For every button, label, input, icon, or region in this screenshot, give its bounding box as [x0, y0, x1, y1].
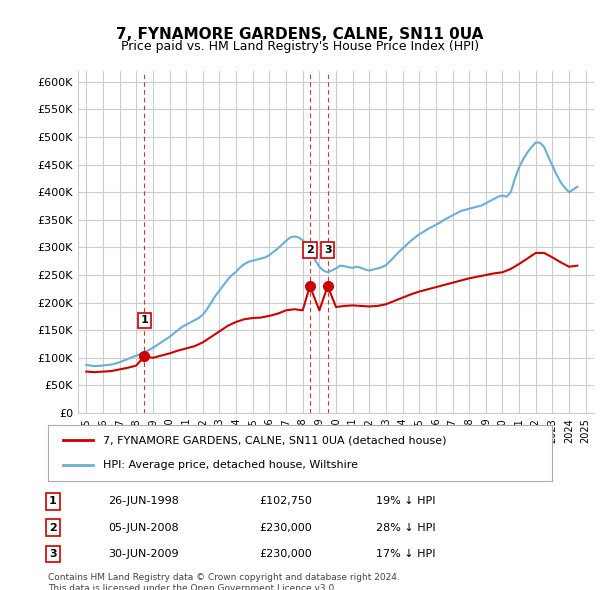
Text: 2: 2	[49, 523, 57, 533]
Text: Price paid vs. HM Land Registry's House Price Index (HPI): Price paid vs. HM Land Registry's House …	[121, 40, 479, 53]
Text: 7, FYNAMORE GARDENS, CALNE, SN11 0UA (detached house): 7, FYNAMORE GARDENS, CALNE, SN11 0UA (de…	[103, 435, 447, 445]
Text: Contains HM Land Registry data © Crown copyright and database right 2024.
This d: Contains HM Land Registry data © Crown c…	[48, 573, 400, 590]
Text: 05-JUN-2008: 05-JUN-2008	[109, 523, 179, 533]
Text: 2: 2	[306, 245, 314, 255]
Text: 17% ↓ HPI: 17% ↓ HPI	[376, 549, 435, 559]
Text: HPI: Average price, detached house, Wiltshire: HPI: Average price, detached house, Wilt…	[103, 460, 358, 470]
Text: 1: 1	[49, 496, 57, 506]
Text: £230,000: £230,000	[260, 549, 313, 559]
Text: 7, FYNAMORE GARDENS, CALNE, SN11 0UA: 7, FYNAMORE GARDENS, CALNE, SN11 0UA	[116, 27, 484, 41]
Text: £230,000: £230,000	[260, 523, 313, 533]
Text: 3: 3	[49, 549, 57, 559]
Text: 1: 1	[140, 316, 148, 325]
Text: 19% ↓ HPI: 19% ↓ HPI	[376, 496, 435, 506]
Text: 30-JUN-2009: 30-JUN-2009	[109, 549, 179, 559]
Text: 3: 3	[324, 245, 331, 255]
Text: 28% ↓ HPI: 28% ↓ HPI	[376, 523, 435, 533]
Text: £102,750: £102,750	[260, 496, 313, 506]
Text: 26-JUN-1998: 26-JUN-1998	[109, 496, 179, 506]
